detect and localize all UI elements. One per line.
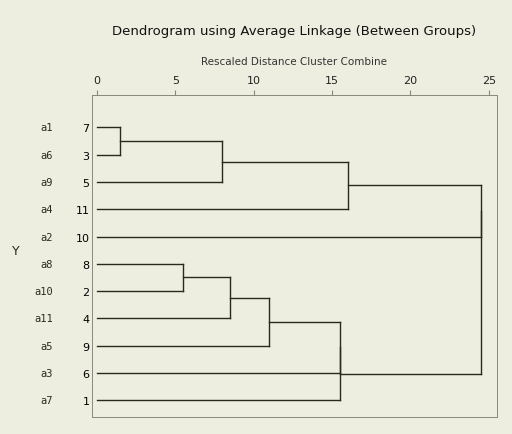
Text: a5: a5 (40, 341, 53, 351)
Text: a4: a4 (40, 205, 53, 215)
Text: a11: a11 (34, 314, 53, 324)
Text: a1: a1 (40, 123, 53, 133)
Text: Rescaled Distance Cluster Combine: Rescaled Distance Cluster Combine (201, 56, 388, 66)
Text: a9: a9 (40, 178, 53, 187)
Text: Y: Y (12, 244, 19, 257)
Text: a6: a6 (40, 150, 53, 160)
Text: a7: a7 (40, 395, 53, 405)
Text: a10: a10 (34, 286, 53, 296)
Text: a3: a3 (40, 368, 53, 378)
Text: Dendrogram using Average Linkage (Between Groups): Dendrogram using Average Linkage (Betwee… (112, 25, 477, 38)
Text: a8: a8 (40, 259, 53, 269)
Text: a2: a2 (40, 232, 53, 242)
